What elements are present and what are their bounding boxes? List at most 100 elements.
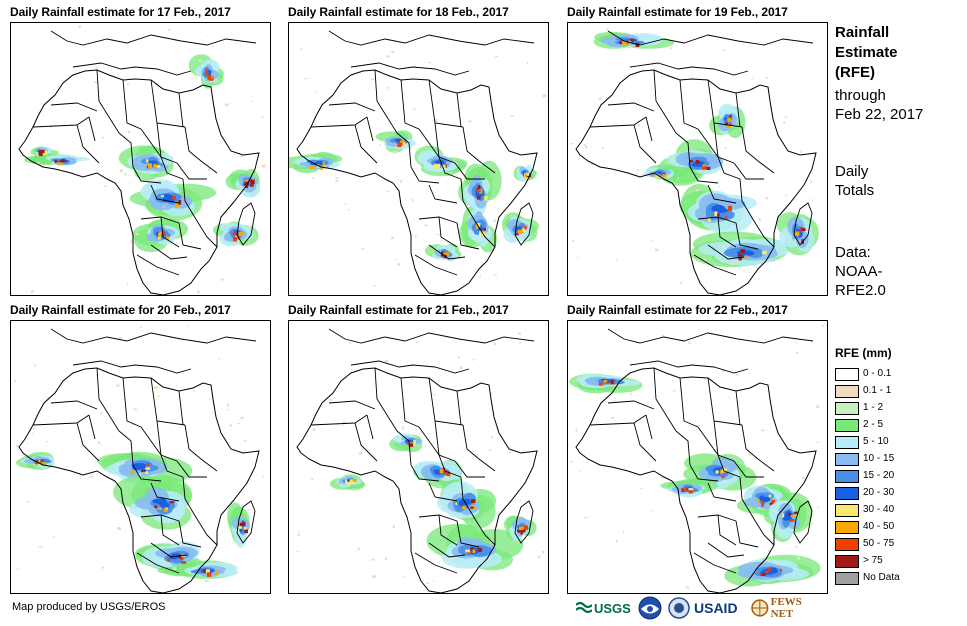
data-line-2: NOAA- — [835, 263, 883, 280]
rainfall-hotspot — [635, 42, 640, 47]
title-line-3: (RFE) — [835, 64, 875, 81]
rainfall-hotspot — [205, 69, 208, 73]
country-border — [118, 430, 134, 466]
country-border — [184, 424, 190, 450]
africa-map — [296, 328, 544, 593]
legend-label: 5 - 10 — [863, 436, 889, 447]
light-rain-speck — [795, 351, 799, 354]
light-rain-speck — [718, 185, 720, 188]
country-border — [707, 244, 745, 260]
country-border — [410, 166, 440, 184]
country-border — [717, 216, 737, 248]
light-rain-speck — [32, 427, 36, 430]
country-border — [707, 542, 745, 558]
country-border — [707, 482, 737, 502]
light-rain-speck — [651, 510, 654, 512]
country-border — [428, 482, 458, 502]
light-rain-speck — [403, 575, 405, 579]
rainfall-hotspot — [761, 501, 765, 507]
usgs-wave-icon — [576, 601, 592, 614]
rainfall-hotspot — [740, 249, 745, 254]
country-border — [182, 178, 198, 222]
rainfall-hotspot — [629, 38, 634, 41]
light-rain-speck — [402, 426, 405, 430]
light-rain-speck — [797, 556, 800, 560]
light-rain-speck — [767, 549, 770, 552]
rainfall-hotspot — [322, 161, 325, 167]
rainfall-hotspot — [240, 523, 245, 527]
light-rain-speck — [139, 326, 142, 328]
rainfall-hotspot — [764, 570, 769, 574]
rainfall-hotspot — [724, 215, 728, 219]
rainfall-hotspot — [472, 549, 476, 553]
rainfall-hotspot — [157, 232, 160, 238]
light-rain-speck — [433, 580, 435, 582]
light-rain-speck — [101, 136, 104, 139]
legend-swatch — [835, 470, 859, 483]
light-rain-speck — [510, 115, 514, 118]
country-border — [76, 124, 100, 164]
country-border — [607, 400, 655, 410]
rainfall-hotspot — [439, 469, 444, 474]
light-rain-speck — [432, 394, 436, 396]
light-rain-speck — [721, 369, 726, 372]
light-rain-speck — [414, 235, 417, 238]
country-border — [454, 460, 485, 478]
rainfall-hotspot — [744, 255, 749, 259]
light-rain-speck — [490, 436, 493, 439]
sidebar-title: Rainfall Estimate (RFE) — [835, 23, 898, 83]
rainfall-hotspot — [479, 230, 482, 236]
country-border — [196, 518, 218, 546]
rainfall-hotspot — [725, 122, 729, 125]
light-rain-speck — [349, 342, 351, 345]
country-border — [466, 150, 496, 174]
rainfall-hotspot — [141, 469, 146, 472]
rainfall-hotspot — [726, 123, 732, 128]
country-border — [160, 454, 184, 478]
rainfall-hotspot — [178, 554, 182, 559]
rainfall-hotspot — [475, 224, 479, 230]
europe-outline — [607, 30, 814, 46]
rainfall-hotspot — [782, 513, 785, 518]
light-rain-speck — [13, 380, 16, 383]
legend-label: 15 - 20 — [863, 470, 895, 481]
light-rain-speck — [173, 567, 177, 570]
light-rain-speck — [736, 373, 739, 376]
light-rain-speck — [314, 122, 316, 125]
country-border — [136, 254, 180, 276]
mediterranean-coast — [72, 62, 192, 76]
light-rain-speck — [508, 450, 512, 454]
seal-icon — [668, 597, 690, 619]
light-rain-speck — [575, 428, 578, 432]
legend-swatch — [835, 521, 859, 534]
country-border — [697, 426, 719, 456]
light-rain-speck — [542, 550, 544, 554]
light-rain-speck — [745, 513, 747, 515]
country-border — [76, 422, 100, 462]
light-rain-speck — [670, 46, 673, 49]
light-rain-speck — [193, 73, 196, 77]
country-border — [184, 126, 190, 152]
rainfall-hotspot — [707, 217, 711, 222]
rainfall-hotspot — [717, 213, 720, 217]
rainfall-hotspot — [696, 160, 700, 164]
rainfall-cell — [657, 171, 662, 174]
legend-swatch — [835, 555, 859, 568]
light-rain-speck — [243, 152, 245, 154]
light-rain-speck — [342, 424, 344, 426]
rainfall-hotspot — [729, 123, 733, 126]
light-rain-speck — [342, 421, 347, 425]
light-rain-speck — [816, 405, 820, 409]
country-border — [418, 128, 440, 158]
rainfall-hotspot — [60, 160, 66, 163]
country-border — [735, 520, 759, 548]
rainfall-map — [288, 22, 549, 296]
rainfall-hotspot — [238, 525, 243, 529]
light-rain-speck — [135, 233, 139, 235]
rainfall-hotspot — [522, 226, 527, 230]
rainfall-hotspot — [793, 511, 798, 515]
light-rain-speck — [38, 546, 43, 548]
rainfall-hotspot — [145, 467, 151, 470]
country-border — [460, 476, 476, 520]
rainfall-hotspot — [801, 228, 806, 231]
